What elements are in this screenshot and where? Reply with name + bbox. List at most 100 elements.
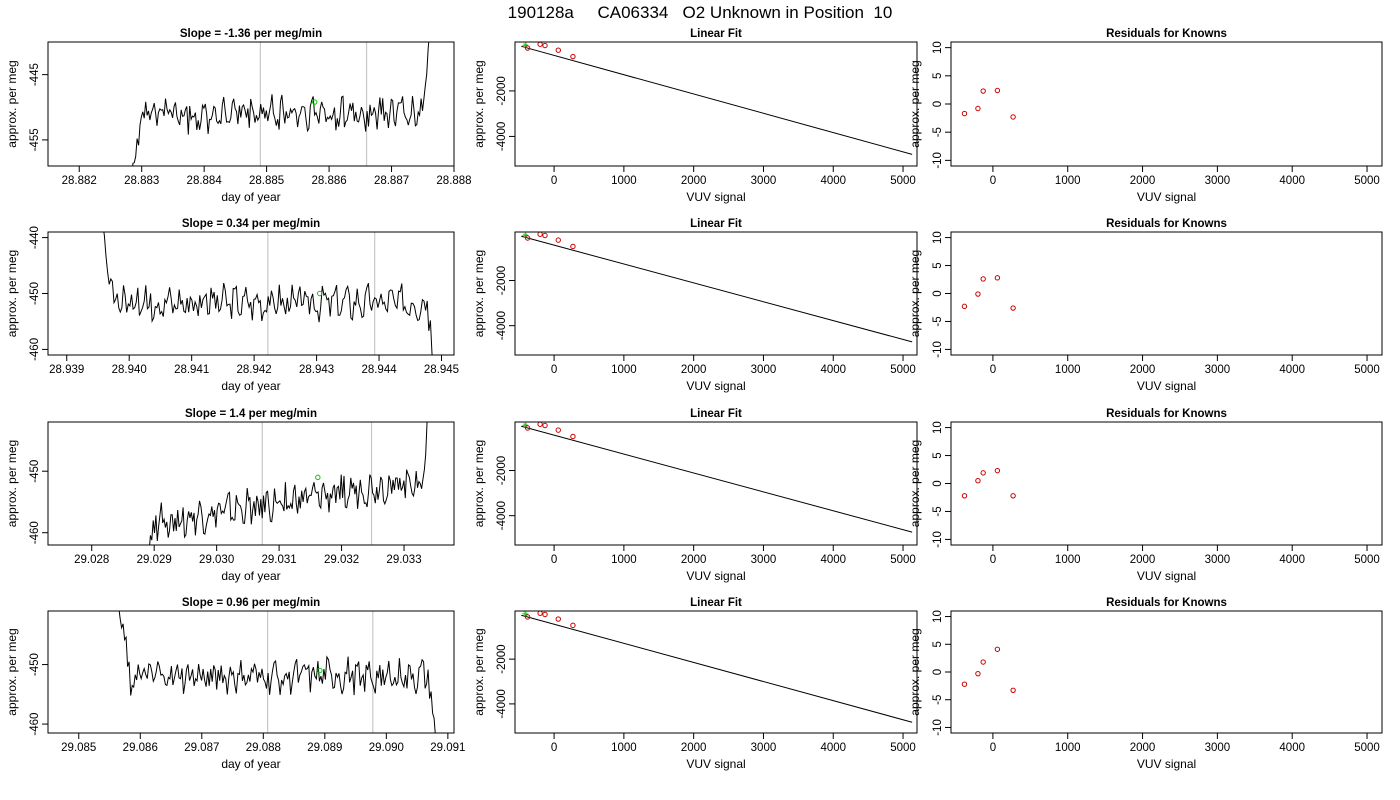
x-axis-label: day of year — [221, 190, 280, 204]
x-tick-label: 4000 — [1279, 364, 1305, 376]
timeseries-trace — [118, 611, 436, 733]
unknown-point: + — [523, 230, 528, 240]
x-tick-label: 4000 — [820, 175, 846, 187]
x-tick-label: 4000 — [820, 554, 846, 566]
timeseries-panel-row-2: Slope = 0.34 per meg/min 28.939 28.940 28.9… — [5, 218, 459, 393]
residual-point — [961, 681, 968, 687]
known-point — [570, 53, 576, 60]
x-tick-label: 1000 — [1055, 554, 1081, 566]
panel-title: Residuals for Knowns — [1106, 28, 1227, 40]
x-axis-label: day of year — [221, 379, 280, 393]
y-axis-label: approx. per meg — [472, 440, 486, 527]
x-tick-label: 1000 — [1055, 175, 1081, 187]
y-tick-label: -450 — [29, 460, 41, 483]
panel-title: Slope = -1.36 per meg/min — [180, 28, 322, 40]
x-tick-label: 0 — [551, 742, 557, 754]
x-tick-label: 28.882 — [62, 175, 97, 187]
x-tick-label: 29.031 — [262, 554, 297, 566]
y-tick-label: -2000 — [496, 266, 508, 295]
x-tick-label: 2000 — [1130, 742, 1156, 754]
known-point — [537, 610, 543, 616]
plot-frame — [47, 231, 455, 356]
panel-title: Linear Fit — [690, 597, 742, 609]
unknown-mean-point — [317, 667, 323, 674]
y-tick-label: 10 — [932, 231, 944, 244]
panel-title: Slope = 0.96 per meg/min — [182, 597, 320, 609]
x-tick-label: 5000 — [1354, 175, 1380, 187]
x-tick-label: 4000 — [1279, 554, 1305, 566]
y-tick-label: 0 — [932, 101, 944, 107]
unknown-point: + — [521, 40, 526, 50]
unknown-point: + — [521, 230, 526, 240]
x-tick-label: 4000 — [1279, 742, 1305, 754]
x-axis-label: day of year — [221, 757, 280, 771]
y-tick-label: -450 — [29, 282, 41, 305]
known-point — [555, 616, 561, 622]
x-tick-label: 4000 — [1279, 175, 1305, 187]
x-tick-label: 28.885 — [249, 175, 284, 187]
timeseries-trace — [103, 232, 433, 355]
x-axis-label: day of year — [221, 569, 280, 583]
residual-point — [961, 303, 968, 310]
x-tick-label: 2000 — [1130, 364, 1156, 376]
panel-title: Residuals for Knowns — [1106, 408, 1227, 420]
x-tick-label: 29.091 — [430, 742, 465, 754]
residual-point — [994, 275, 1001, 281]
fit-panel-row-4: Linear Fit 0 1000 2000 3000 4000 5000 -2000 -400… — [472, 597, 918, 771]
known-point — [555, 427, 561, 433]
x-tick-label: 28.884 — [187, 175, 223, 187]
x-tick-label: 28.883 — [124, 175, 159, 187]
known-point — [555, 237, 561, 243]
y-tick-label: -450 — [29, 653, 41, 676]
x-tick-label: 28.887 — [374, 175, 409, 187]
y-tick-label: -2000 — [496, 456, 508, 485]
plot-frame — [47, 41, 455, 167]
plot-frame — [514, 41, 918, 167]
x-tick-label: 28.944 — [361, 364, 397, 376]
residuals-panel-row-1: Residuals for Knowns 0 1000 2000 3000 4000 500… — [908, 28, 1383, 204]
residual-point — [975, 478, 981, 484]
x-tick-label: 0 — [551, 175, 557, 187]
y-tick-label: 5 — [932, 641, 944, 647]
x-tick-label: 1000 — [611, 364, 637, 376]
x-tick-label: 29.086 — [123, 742, 158, 754]
y-tick-label: 0 — [932, 669, 944, 675]
y-tick-label: 10 — [932, 41, 944, 54]
residual-point — [994, 87, 1001, 94]
residual-point — [1010, 493, 1016, 499]
x-tick-label: 2000 — [681, 554, 707, 566]
panel-title: Slope = 0.34 per meg/min — [182, 218, 320, 230]
x-tick-label: 28.940 — [112, 364, 147, 376]
y-tick-label: 5 — [932, 73, 944, 79]
fit-line — [521, 45, 913, 155]
x-tick-label: 3000 — [1205, 175, 1231, 187]
y-tick-label: -2000 — [496, 76, 508, 105]
residual-point — [975, 291, 981, 297]
y-tick-label: 5 — [932, 452, 944, 458]
y-tick-label: 10 — [932, 610, 944, 623]
x-tick-label: 29.089 — [307, 742, 342, 754]
known-point — [570, 433, 576, 440]
x-tick-label: 1000 — [611, 175, 637, 187]
x-tick-label: 29.090 — [369, 742, 404, 754]
known-point — [524, 425, 531, 431]
y-axis-label: approx. per meg — [908, 60, 922, 147]
unknown-point: + — [521, 609, 526, 619]
residuals-panel-row-3: Residuals for Knowns 0 1000 2000 3000 4000 500… — [908, 408, 1383, 583]
fit-line — [521, 425, 913, 533]
x-axis-label: VUV signal — [1137, 379, 1196, 393]
x-tick-label: 28.943 — [299, 364, 334, 376]
x-axis-label: VUV signal — [686, 757, 745, 771]
unknown-point: + — [523, 420, 528, 430]
known-point — [537, 421, 543, 427]
y-tick-label: -5 — [932, 316, 944, 326]
y-axis-label: approx. per meg — [5, 628, 19, 715]
timeseries-panel-row-4: Slope = 0.96 per meg/min 29.085 29.086 29.0… — [5, 597, 465, 771]
plot-frame — [950, 41, 1383, 167]
known-point — [524, 235, 531, 241]
known-point — [542, 232, 548, 239]
x-tick-label: 28.941 — [174, 364, 209, 376]
x-tick-label: 2000 — [1130, 554, 1156, 566]
fit-line — [521, 235, 913, 343]
x-tick-label: 29.033 — [386, 554, 421, 566]
